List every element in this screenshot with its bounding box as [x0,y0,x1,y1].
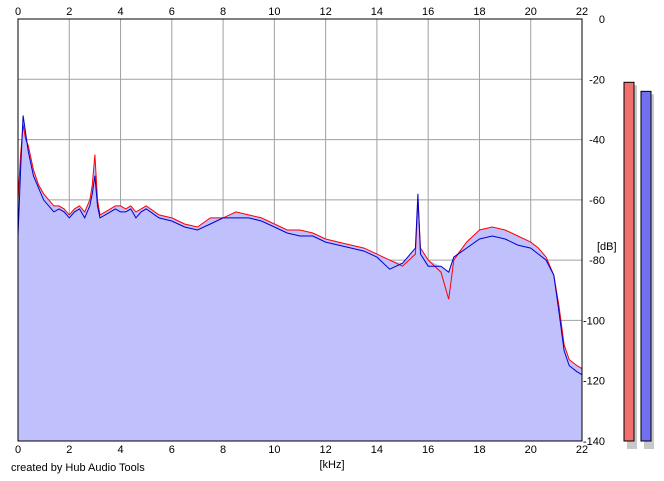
x-tick-label-top: 8 [220,6,226,18]
x-tick-label-bottom: 22 [576,444,588,456]
x-tick-label-bottom: 6 [169,444,175,456]
x-tick-label-bottom: 18 [473,444,485,456]
plot-frame [17,18,583,442]
x-tick-labels-top: 0 2 4 6 8 10 12 14 16 18 20 22 [15,6,588,18]
x-tick-label-top: 20 [525,6,537,18]
y-tick-labels: 0 -20 -40 -60 -80 -100 -120 -140 [583,14,605,448]
spectrum-area-fill [18,115,582,441]
x-tick-label-bottom: 12 [320,444,332,456]
x-tick-label-top: 12 [320,6,332,18]
level-meter-bar [640,90,652,442]
x-axis-label: [kHz] [319,459,344,471]
x-tick-label-bottom: 8 [220,444,226,456]
x-tick-label-top: 22 [576,6,588,18]
x-tick-label-top: 14 [371,6,383,18]
x-tick-label-top: 6 [169,6,175,18]
y-tick-label: 0 [599,14,605,26]
level-meter-bar [623,81,635,442]
x-tick-label-bottom: 2 [66,444,72,456]
x-tick-label-bottom: 20 [525,444,537,456]
y-tick-label: -60 [589,195,605,207]
x-tick-label-bottom: 0 [15,444,21,456]
x-tick-label-bottom: 4 [117,444,123,456]
x-tick-label-top: 10 [268,6,280,18]
x-tick-label-top: 4 [117,6,123,18]
y-tick-label: -120 [583,376,605,388]
credit-text: created by Hub Audio Tools [11,462,145,474]
level-meters [623,81,654,450]
x-tick-labels-bottom: 0 2 4 6 8 10 12 14 16 18 20 22 [15,444,588,456]
x-tick-label-bottom: 10 [268,444,280,456]
x-tick-label-top: 18 [473,6,485,18]
y-tick-label: -100 [583,315,605,327]
x-tick-label-top: 0 [15,6,21,18]
series-line-2 [17,115,583,376]
y-tick-label: -140 [583,436,605,448]
x-tick-label-bottom: 16 [422,444,434,456]
x-tick-label-bottom: 14 [371,444,383,456]
x-tick-label-top: 2 [66,6,72,18]
y-axis-label: [dB] [597,241,617,253]
x-tick-label-top: 16 [422,6,434,18]
y-tick-label: -80 [589,255,605,267]
y-tick-label: -20 [589,74,605,86]
y-tick-label: -40 [589,135,605,147]
series-lines [17,115,583,376]
